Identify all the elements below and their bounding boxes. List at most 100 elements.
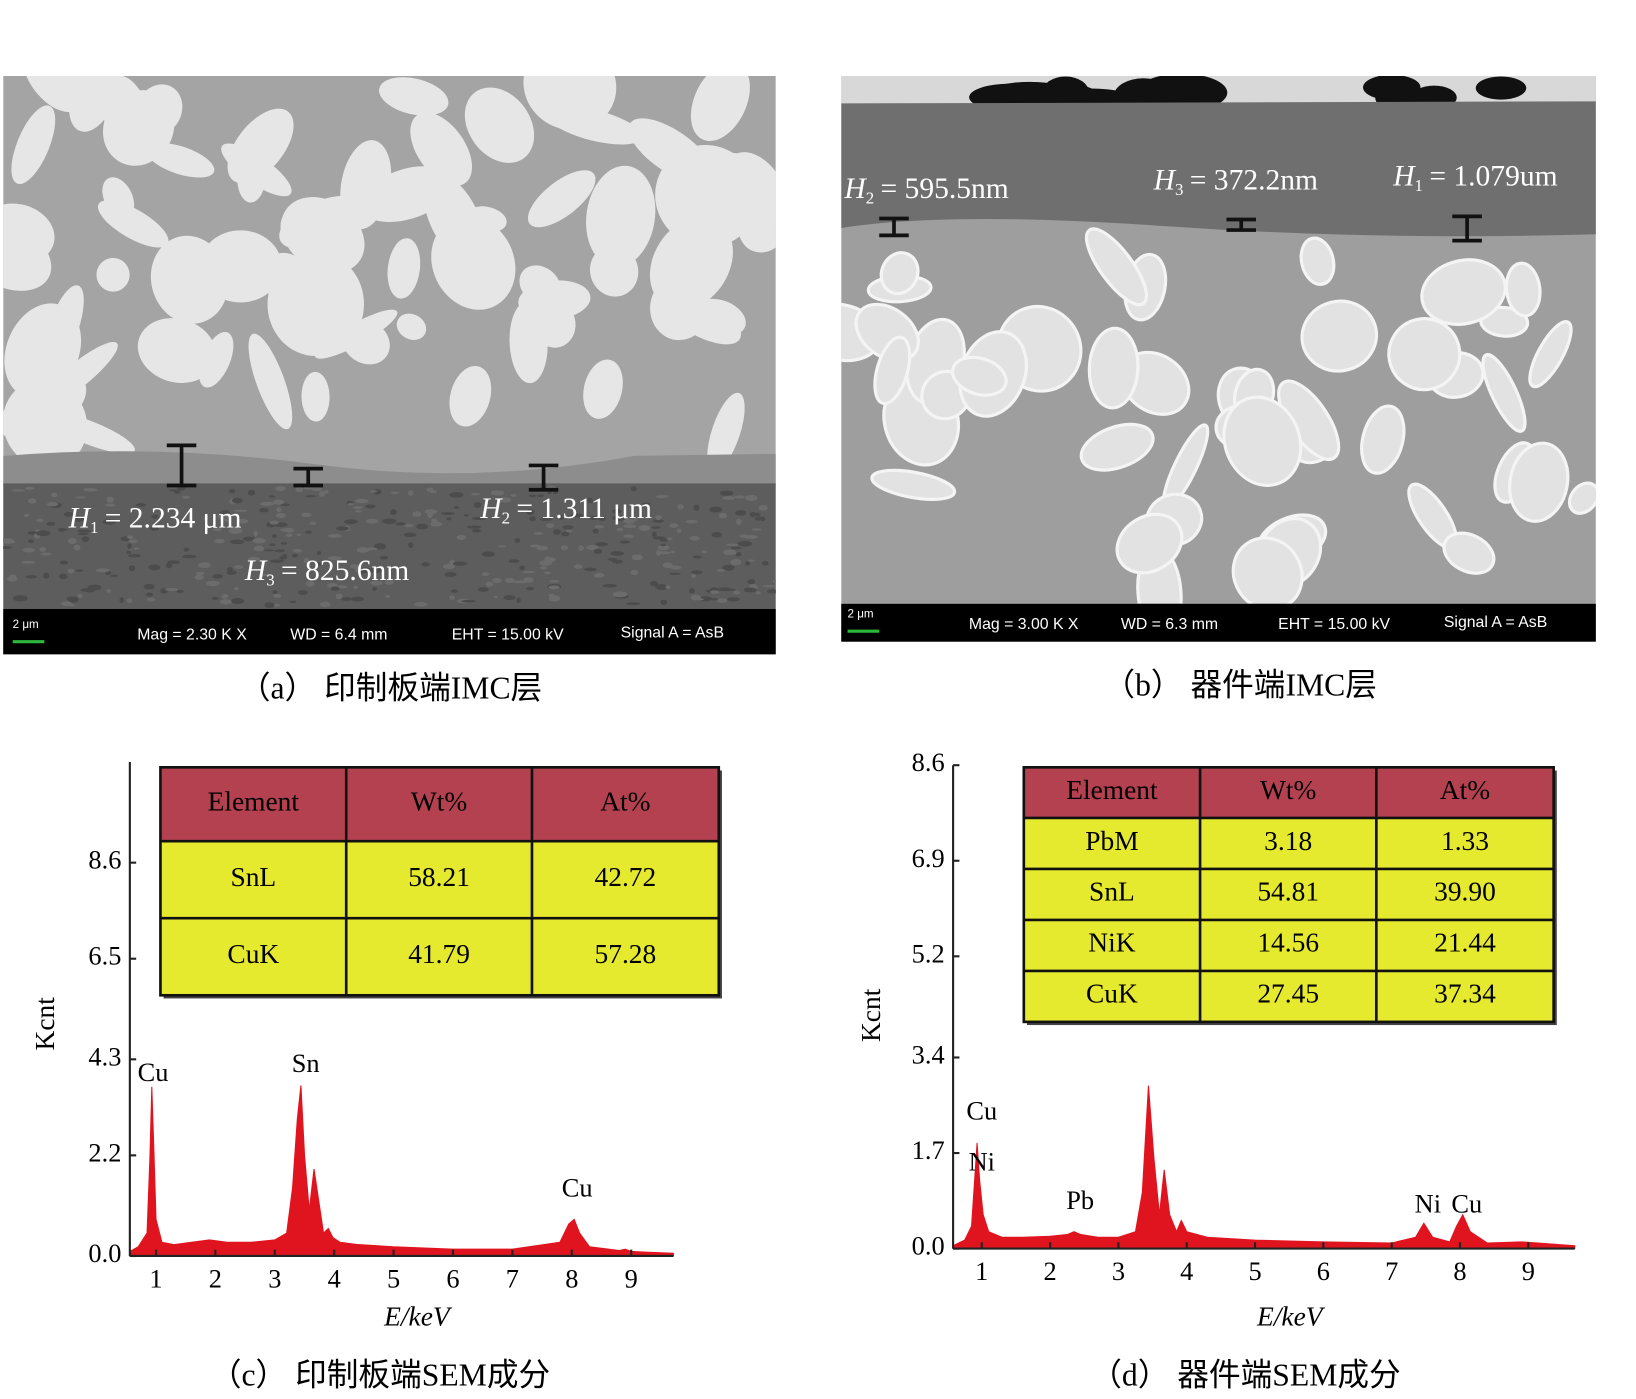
table-header-bg [160, 767, 719, 842]
substrate-grain [561, 531, 570, 537]
substrate-grain [771, 580, 776, 583]
phase-blob [1387, 317, 1462, 392]
peak-label: Pb [1066, 1185, 1094, 1215]
substrate-grain [695, 598, 704, 601]
substrate-grain [205, 580, 220, 587]
substrate-grain [327, 556, 342, 561]
x-tick-label: 6 [1317, 1256, 1330, 1286]
value: = 1.311 μm [516, 493, 652, 525]
symbol: H [479, 493, 503, 525]
substrate-grain [105, 570, 112, 576]
phase-blob [1300, 299, 1379, 373]
substrate-grain [546, 523, 554, 529]
substrate-grain [271, 534, 277, 539]
thickness-label: H3 = 825.6nm [244, 555, 409, 590]
value: = 595.5nm [881, 173, 1009, 205]
table-header: At% [600, 787, 650, 817]
substrate-grain [548, 593, 555, 598]
substrate-grain [734, 495, 746, 499]
substrate-grain [39, 546, 47, 552]
substrate-grain [228, 489, 236, 494]
substrate-grain [461, 599, 476, 603]
substrate-grain [588, 515, 600, 521]
phase-blob [1360, 404, 1406, 475]
substrate-grain [230, 597, 245, 605]
substrate-grain [301, 512, 312, 518]
substrate-grain [336, 526, 349, 531]
substrate-grain [247, 489, 256, 496]
substrate-grain [662, 562, 673, 569]
substrate-grain [440, 512, 455, 515]
substrate-grain [316, 551, 322, 555]
substrate-grain [231, 497, 243, 504]
substrate-grain [529, 516, 536, 522]
substrate-grain [315, 562, 322, 566]
phase-blob [1567, 481, 1596, 515]
substrate-grain [504, 577, 515, 583]
substrate-grain [689, 587, 695, 594]
substrate-grain [692, 555, 702, 559]
x-tick-label: 4 [1180, 1256, 1193, 1286]
thickness-label: H1 = 1.079um [1392, 160, 1557, 195]
y-tick-label: 3.4 [912, 1040, 945, 1070]
substrate-grain [309, 521, 317, 525]
substrate-grain [213, 538, 225, 544]
substrate-grain [297, 590, 308, 595]
substrate-grain [655, 494, 669, 499]
table-border [159, 765, 721, 997]
substrate-grain [709, 506, 723, 513]
info-signal: Signal A = AsB [1444, 614, 1547, 631]
substrate-grain [404, 523, 414, 528]
substrate-grain [630, 569, 639, 575]
y-tick-label: 2.2 [88, 1137, 121, 1167]
substrate-grain [247, 556, 261, 562]
substrate-grain [233, 509, 248, 512]
substrate-grain [292, 548, 303, 553]
symbol: H [1392, 160, 1416, 192]
substrate-grain [565, 530, 573, 533]
phase-blob [879, 251, 920, 296]
phase-blob [1087, 326, 1140, 410]
void [1475, 76, 1527, 100]
substrate-grain [424, 509, 438, 515]
substrate-grain [253, 531, 258, 537]
y-axis-label: Kcnt [30, 997, 60, 1051]
substrate-grain [211, 596, 220, 600]
phase-blob [1231, 536, 1304, 604]
substrate-grain [477, 587, 489, 592]
substrate-grain [126, 598, 133, 603]
info-bar [3, 608, 776, 655]
substrate-grain [745, 561, 751, 566]
substrate-grain [128, 539, 138, 544]
substrate-grain [587, 497, 594, 504]
substrate-grain [749, 512, 761, 517]
substrate-grain [528, 494, 536, 498]
substrate-grain [133, 547, 140, 550]
substrate-grain [642, 502, 651, 506]
substrate-grain [691, 573, 697, 579]
phase-blob [725, 152, 776, 222]
substrate-grain [649, 581, 659, 587]
substrate-grain [305, 495, 317, 498]
substrate-grain [234, 587, 239, 591]
substrate-grain [718, 512, 727, 519]
table-cell: 14.56 [1257, 928, 1319, 958]
substrate-grain [349, 564, 359, 569]
value: = 372.2nm [1190, 164, 1318, 196]
substrate-grain [689, 535, 700, 541]
substrate-grain [260, 573, 273, 577]
substrate-grain [716, 569, 726, 572]
phase-blob [102, 90, 175, 166]
substrate-grain [503, 595, 516, 601]
substrate-grain [229, 539, 245, 545]
y-tick-label: 8.6 [88, 845, 121, 875]
substrate-grain [290, 600, 297, 604]
substrate-grain [390, 509, 397, 516]
substrate-grain [40, 552, 52, 556]
phase-blob [873, 335, 912, 406]
substrate-grain [408, 542, 414, 549]
table-cell: 37.34 [1434, 979, 1496, 1009]
table-cell: 39.90 [1434, 877, 1496, 907]
substrate-grain [516, 597, 521, 603]
